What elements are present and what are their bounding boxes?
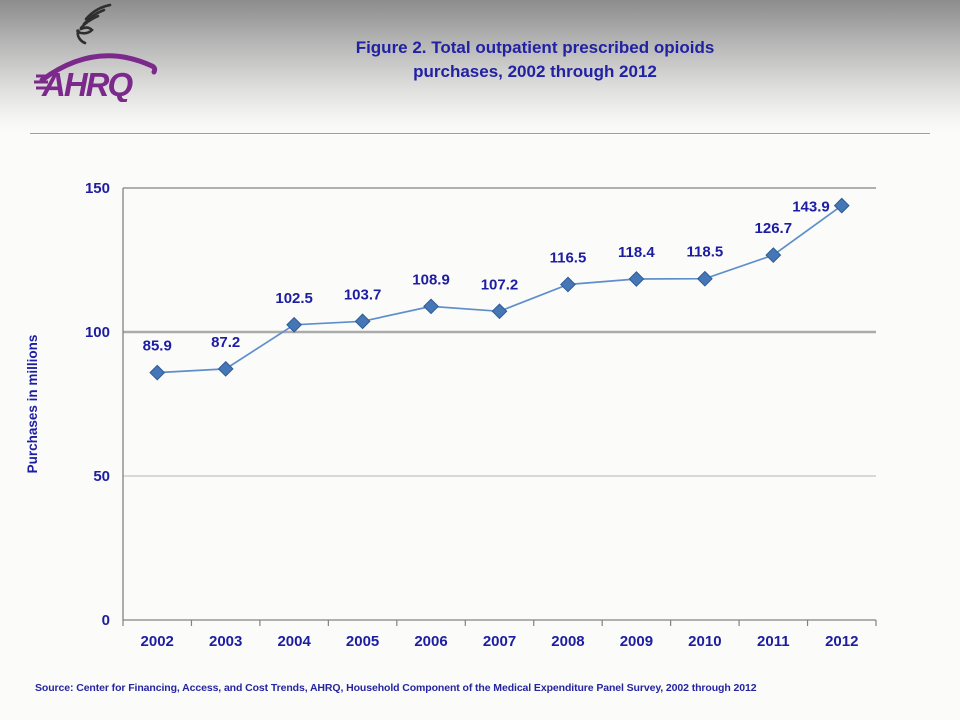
page-title-line2: purchases, 2002 through 2012 <box>413 62 657 81</box>
data-point-2011 <box>765 247 782 264</box>
data-label-2006: 108.9 <box>412 271 450 288</box>
y-tick-label-100: 100 <box>85 324 110 341</box>
ahrq-logo: AHRQ <box>30 0 180 110</box>
data-label-2003: 87.2 <box>211 334 240 351</box>
page-title: Figure 2. Total outpatient prescribed op… <box>270 36 800 84</box>
data-label-2012: 143.9 <box>792 199 830 216</box>
data-label-2011: 126.7 <box>755 220 793 237</box>
data-point-2008 <box>560 276 576 293</box>
x-tick-label-2009: 2009 <box>620 633 653 650</box>
x-tick-label-2004: 2004 <box>277 633 311 650</box>
data-label-2004: 102.5 <box>275 290 313 307</box>
x-tick-label-2005: 2005 <box>346 633 379 650</box>
data-point-2012 <box>833 197 850 214</box>
data-point-2009 <box>628 271 645 287</box>
page-title-line1: Figure 2. Total outpatient prescribed op… <box>355 38 715 57</box>
line-chart-svg: 0 50 100 150 85.9 87.2 102.5 103.7 108.9 107.2 116… <box>25 180 877 650</box>
data-label-2005: 103.7 <box>344 286 382 303</box>
x-tick-label-2011: 2011 <box>757 633 790 650</box>
y-axis-title: Purchases in millions <box>25 335 40 474</box>
data-label-2007: 107.2 <box>481 276 519 293</box>
x-tick-label-2010: 2010 <box>688 633 721 650</box>
data-point-2005 <box>354 313 371 330</box>
header-band: AHRQ Figure 2. Total outpatient prescrib… <box>0 0 960 133</box>
source-note: Source: Center for Financing, Access, an… <box>35 682 757 694</box>
data-point-2010 <box>696 270 713 287</box>
x-tick-label-2006: 2006 <box>414 633 447 650</box>
chart: 0 50 100 150 85.9 87.2 102.5 103.7 108.9 107.2 116… <box>0 140 960 680</box>
data-point-2006 <box>423 298 439 315</box>
hhs-eagle-icon <box>76 3 112 45</box>
data-point-2002 <box>149 364 166 381</box>
x-tick-label-2008: 2008 <box>551 633 584 650</box>
ahrq-logo-text: AHRQ <box>41 66 133 102</box>
data-point-2003 <box>217 360 234 377</box>
data-point-2007 <box>491 303 508 320</box>
ahrq-logo-wordmark: AHRQ <box>34 53 158 102</box>
header-divider <box>30 133 930 135</box>
data-label-2010: 118.5 <box>687 244 724 261</box>
x-tick-label-2003: 2003 <box>209 633 242 650</box>
y-tick-label-50: 50 <box>93 468 110 485</box>
x-tick-label-2007: 2007 <box>483 633 516 650</box>
data-label-2008: 116.5 <box>550 249 587 266</box>
data-label-2002: 85.9 <box>143 338 172 355</box>
data-point-2004 <box>286 316 303 333</box>
y-tick-label-0: 0 <box>102 612 110 629</box>
x-tick-label-2012: 2012 <box>825 633 858 650</box>
y-tick-label-150: 150 <box>85 180 110 197</box>
data-label-2009: 118.4 <box>618 244 655 261</box>
x-tick-label-2002: 2002 <box>141 633 174 650</box>
